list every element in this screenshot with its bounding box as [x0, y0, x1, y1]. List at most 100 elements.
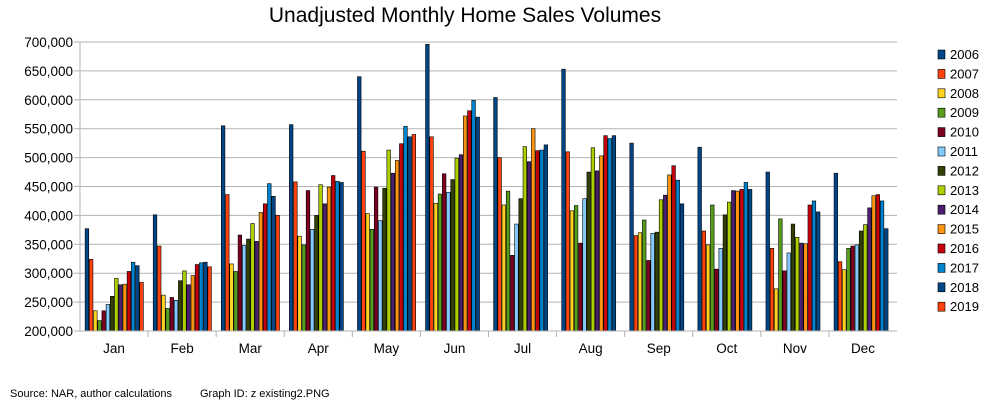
y-tick-label: 650,000	[24, 64, 73, 79]
bar-2013-Aug	[590, 147, 596, 332]
y-tick-label: 550,000	[24, 122, 73, 137]
bar-2011-Apr	[310, 228, 315, 332]
legend-swatch-2012	[937, 166, 946, 176]
legend-label-2015: 2015	[950, 222, 979, 237]
x-tick-label: Jan	[103, 341, 125, 356]
x-axis-tick-labels: Jan Feb Mar Apr May Jun Jul Aug Sep Oct Nov Dec	[103, 341, 875, 356]
bar-2013-Sep	[658, 199, 664, 332]
bar-2006-Sep	[629, 142, 634, 332]
bar-2012-Sep	[654, 231, 659, 332]
bar-2006-Nov	[765, 171, 770, 332]
bar-2011-Jul	[514, 223, 519, 332]
bar-2006-Jan	[84, 228, 90, 332]
bar-2009-Jul	[505, 190, 511, 332]
bar-2011-Jun	[446, 191, 451, 332]
bar-2016-Jan	[126, 271, 132, 332]
bar-2016-Oct	[739, 189, 744, 332]
bar-2010-Aug	[578, 242, 583, 332]
bar-2011-Aug	[582, 198, 587, 332]
bar-2019-Mar	[275, 215, 280, 332]
bar-2006-May	[357, 76, 362, 332]
legend-swatch-2011	[937, 146, 946, 157]
bar-2008-Oct	[705, 244, 711, 332]
bar-2007-Sep	[633, 235, 638, 332]
bar-2010-Jul	[510, 254, 515, 332]
legend-label-2018: 2018	[950, 280, 979, 295]
bar-2018-Apr	[339, 182, 344, 332]
bar-2018-May	[407, 136, 412, 332]
bar-2006-Aug	[561, 68, 566, 332]
legend-swatch-2016	[937, 243, 946, 254]
bar-2015-Feb	[190, 275, 195, 332]
y-tick-label: 450,000	[24, 180, 73, 195]
legend-swatch-2019	[937, 301, 946, 312]
legend-swatch-2015	[937, 224, 946, 234]
bar-2018-Nov	[816, 211, 821, 332]
bar-2013-Jan	[114, 278, 119, 332]
bar-2012-Mar	[246, 238, 251, 332]
bar-2006-Feb	[152, 214, 158, 332]
bar-2013-Jul	[522, 146, 527, 332]
bar-2010-Nov	[782, 270, 787, 332]
bar-2011-Mar	[242, 245, 247, 332]
bar-2016-Jul	[535, 150, 540, 332]
legend-label-2006: 2006	[950, 47, 979, 62]
bar-2016-Jun	[467, 110, 472, 332]
bar-2019-May	[411, 134, 416, 332]
legend-swatch-2007	[937, 69, 946, 79]
bar-2008-Jun	[433, 202, 438, 332]
bar-2014-Feb	[186, 284, 191, 332]
legend-swatch-2006	[937, 49, 946, 60]
legend-label-2007: 2007	[950, 66, 979, 81]
bar-2017-Oct	[743, 182, 748, 332]
legend: 2006 2007 2008 2009 2010 2011 2012 2013 2014 2015…	[937, 47, 979, 314]
bars	[84, 44, 889, 332]
x-tick-label: Mar	[239, 341, 263, 356]
bar-2007-Mar	[225, 194, 230, 332]
bar-2017-Nov	[811, 200, 817, 332]
bar-2016-May	[399, 143, 404, 332]
bar-2012-Jul	[518, 198, 523, 332]
legend-label-2016: 2016	[950, 241, 979, 256]
legend-label-2013: 2013	[950, 183, 979, 198]
bar-2010-Feb	[169, 297, 174, 332]
bar-2008-Jul	[501, 204, 506, 332]
bar-2018-Sep	[679, 203, 685, 332]
bar-2009-Oct	[710, 204, 715, 332]
bar-2016-Mar	[263, 203, 268, 332]
legend-swatch-2010	[937, 127, 946, 137]
bar-2017-Sep	[675, 179, 680, 332]
bar-2007-Jun	[429, 136, 434, 332]
bar-2013-Oct	[726, 201, 732, 332]
y-tick-label: 500,000	[24, 151, 73, 166]
bar-2007-Aug	[565, 151, 570, 332]
bar-2008-Dec	[842, 269, 847, 332]
graph-id-note: Graph ID: z existing2.PNG	[200, 388, 330, 400]
bar-2014-Oct	[731, 190, 736, 332]
bar-2015-Jan	[122, 283, 127, 332]
bar-2019-Jan	[139, 282, 144, 332]
bar-2015-Aug	[599, 155, 604, 332]
bar-2009-Jan	[97, 320, 102, 332]
x-tick-label: Dec	[851, 341, 875, 356]
legend-swatch-2013	[937, 185, 946, 196]
x-tick-label: Feb	[170, 341, 193, 356]
bar-2012-Dec	[858, 230, 864, 332]
bar-2009-Nov	[778, 218, 783, 332]
gridlines	[74, 41, 897, 332]
y-tick-label: 300,000	[24, 266, 73, 281]
legend-label-2010: 2010	[950, 125, 979, 140]
bar-2008-Sep	[637, 232, 643, 332]
bar-2012-Jan	[110, 296, 115, 332]
bar-2008-Mar	[229, 263, 234, 332]
bar-2014-Jul	[526, 161, 532, 332]
bar-2011-Nov	[786, 252, 791, 332]
bar-2012-Nov	[790, 223, 796, 332]
bar-2010-May	[373, 186, 379, 332]
legend-swatch-2017	[937, 263, 946, 273]
legend-label-2012: 2012	[950, 163, 979, 178]
bar-2015-Sep	[667, 174, 672, 332]
bar-2016-Feb	[194, 264, 200, 332]
bar-2014-May	[390, 172, 395, 332]
y-tick-label: 400,000	[24, 208, 73, 223]
